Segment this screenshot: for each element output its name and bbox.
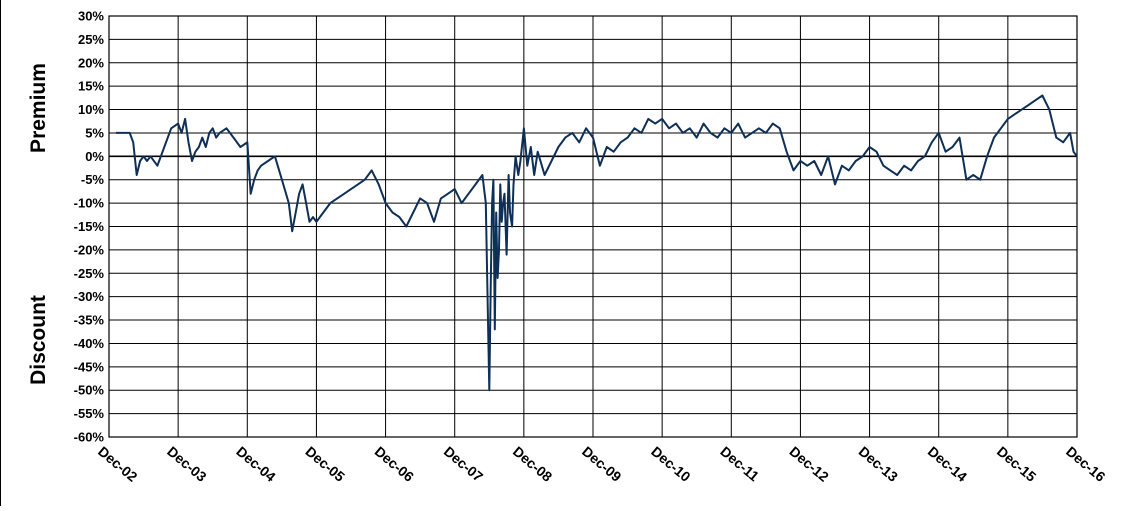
y-axis-label-premium: Premium — [27, 63, 50, 153]
y-tick-label: 15% — [78, 79, 104, 94]
series-layer — [115, 94, 1078, 392]
y-tick-label: -45% — [74, 359, 105, 374]
y-tick-label: -10% — [74, 196, 105, 211]
y-tick-label: -60% — [74, 430, 105, 445]
x-tick-labels: Dec-02 Dec-03 Dec-04 Dec-05 Dec-06 Dec-07 Dec-… — [95, 443, 1109, 485]
y-tick-label: 25% — [78, 32, 104, 47]
y-tick-label: 10% — [78, 102, 104, 117]
x-tick-label: Dec-11 — [717, 443, 762, 484]
y-tick-label: -20% — [74, 242, 105, 257]
grid-lines — [108, 15, 1078, 438]
x-tick-label: Dec-10 — [648, 443, 694, 485]
y-tick-label: -40% — [74, 336, 105, 351]
x-tick-label: Dec-15 — [994, 443, 1040, 485]
y-tick-label: -5% — [81, 172, 105, 187]
y-tick-label: -15% — [74, 219, 105, 234]
y-tick-label: 20% — [78, 55, 104, 70]
x-tick-label: Dec-13 — [856, 443, 902, 485]
x-tick-label: Dec-06 — [372, 443, 418, 485]
x-tick-label: Dec-09 — [579, 443, 625, 485]
y-tick-label: -25% — [74, 266, 105, 281]
y-tick-label: -55% — [74, 406, 105, 421]
plot-frame — [108, 15, 1078, 438]
x-tick-label: Dec-02 — [95, 443, 141, 485]
figure-left-border — [0, 0, 1, 506]
x-tick-label: Dec-07 — [441, 443, 487, 485]
y-tick-label: -50% — [74, 383, 105, 398]
y-tick-label: -35% — [74, 313, 105, 328]
x-tick-label: Dec-03 — [164, 443, 210, 485]
premium-discount-line — [115, 94, 1078, 392]
x-tick-label: Dec-12 — [787, 443, 833, 485]
y-tick-label: -30% — [74, 289, 105, 304]
y-tick-label: 5% — [85, 125, 104, 140]
x-tick-label: Dec-14 — [925, 443, 971, 485]
y-tick-label: 0% — [85, 149, 104, 164]
y-axis-label-discount: Discount — [27, 295, 50, 385]
x-tick-label: Dec-08 — [510, 443, 556, 485]
x-tick-label: Dec-04 — [233, 443, 279, 485]
x-tick-label: Dec-05 — [303, 443, 349, 485]
x-tick-label: Dec-16 — [1063, 443, 1109, 485]
y-tick-label: 30% — [78, 9, 104, 24]
y-tick-labels: 30% 25% 20% 15% 10% 5% 0% -5% -10% -15% -20% -25% -3… — [74, 9, 105, 445]
